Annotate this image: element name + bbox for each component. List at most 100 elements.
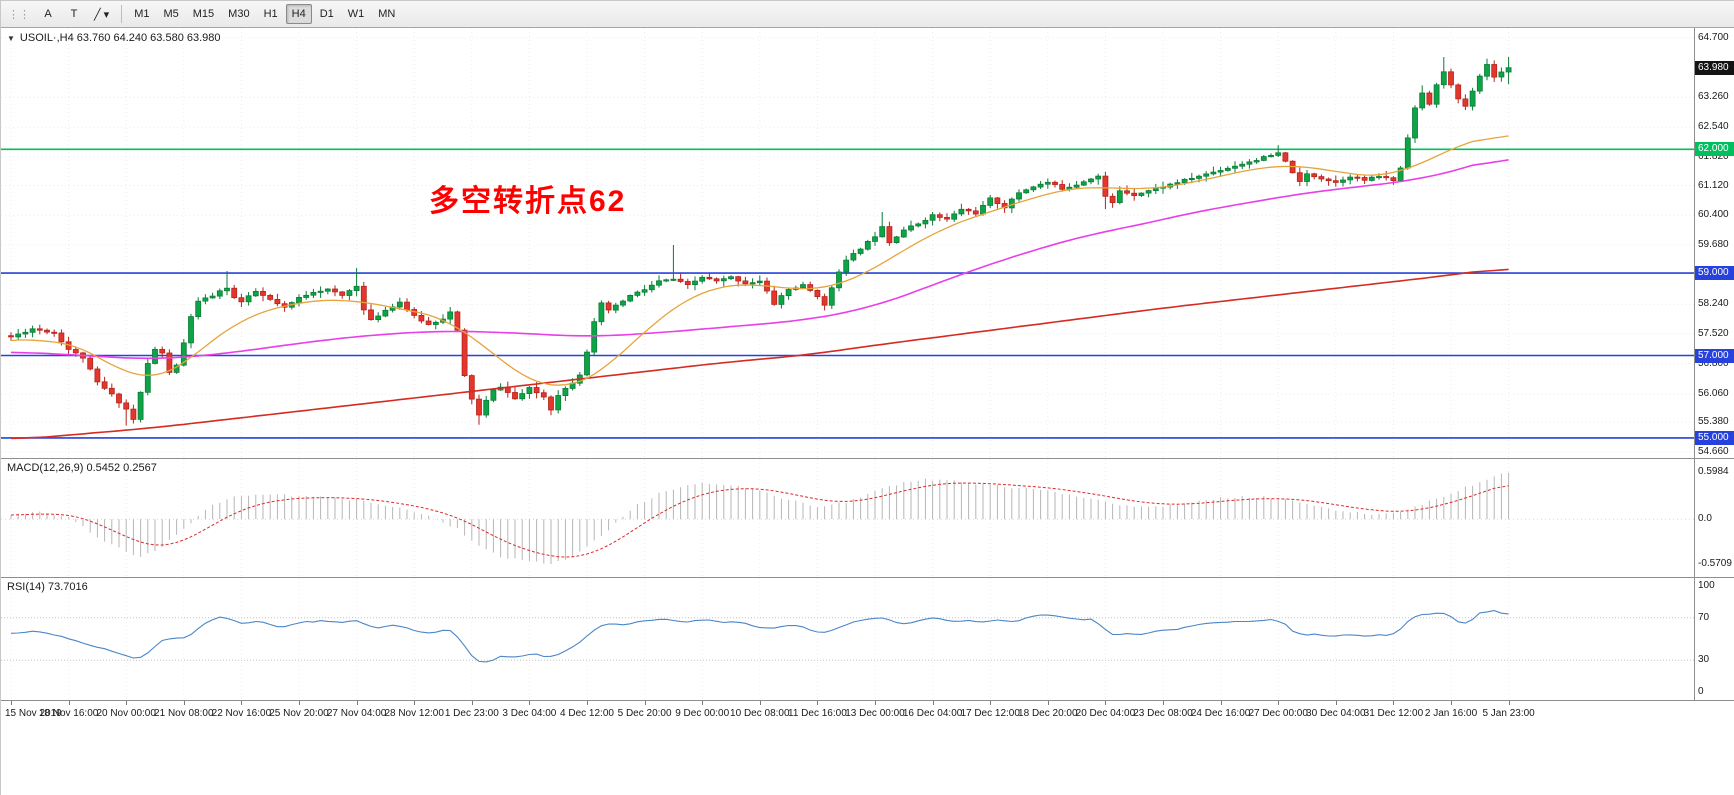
time-tick bbox=[990, 701, 992, 705]
time-label: 22 Nov 16:00 bbox=[211, 708, 272, 719]
macd-canvas[interactable] bbox=[1, 459, 1695, 577]
time-label: 18 Dec 20:00 bbox=[1018, 708, 1078, 719]
time-label: 4 Dec 12:00 bbox=[560, 708, 614, 719]
time-label: 20 Dec 04:00 bbox=[1075, 708, 1136, 719]
symbol-info: ▼ USOIL·,H4 63.760 64.240 63.580 63.980 bbox=[7, 32, 221, 44]
time-tick bbox=[1220, 701, 1222, 705]
timeframe-button-m5[interactable]: M5 bbox=[163, 8, 179, 20]
time-label: 18 Nov 16:00 bbox=[38, 708, 99, 719]
time-label: 11 Dec 16:00 bbox=[788, 708, 847, 719]
ma-mid-line bbox=[10, 159, 1509, 360]
price-label: 62.540 bbox=[1698, 121, 1729, 133]
symbol-ohlc-text: USOIL·,H4 63.760 64.240 63.580 63.980 bbox=[19, 32, 221, 44]
time-label: 20 Nov 00:00 bbox=[96, 708, 156, 719]
label-tool-button[interactable]: T bbox=[70, 8, 78, 20]
time-label: 9 Dec 00:00 bbox=[675, 708, 730, 719]
macd-label: MACD(12,26,9) 0.5452 0.2567 bbox=[7, 462, 157, 474]
time-tick bbox=[126, 701, 128, 705]
time-tick bbox=[1278, 701, 1280, 705]
macd-signal-line bbox=[10, 482, 1509, 558]
drag-handle-icon[interactable]: ⋮⋮ bbox=[8, 8, 30, 21]
time-tick bbox=[241, 701, 243, 705]
timeframe-button-m15[interactable]: M15 bbox=[192, 8, 215, 20]
price-label: 56.060 bbox=[1698, 388, 1729, 400]
ma-slow-line bbox=[10, 268, 1509, 440]
time-tick bbox=[414, 701, 416, 705]
price-label: 57.520 bbox=[1698, 328, 1729, 340]
time-label: 25 Nov 20:00 bbox=[269, 708, 329, 719]
time-label: 10 Dec 08:00 bbox=[730, 708, 790, 719]
time-tick bbox=[1451, 701, 1452, 705]
rsi-label: RSI(14) 73.7016 bbox=[7, 581, 88, 593]
time-label: 1 Dec 23:00 bbox=[444, 708, 499, 719]
time-tick bbox=[932, 701, 934, 705]
price-label: 59.680 bbox=[1698, 239, 1729, 250]
candles-layer bbox=[8, 57, 1512, 426]
time-label: 17 Dec 12:00 bbox=[960, 708, 1020, 719]
time-tick bbox=[644, 701, 646, 705]
timeframes-group: M1 M5 M15 M30 H1 H4 D1 W1 MN bbox=[128, 4, 401, 24]
time-label: 3 Dec 04:00 bbox=[502, 708, 557, 719]
timeframe-button-h4[interactable]: H4 bbox=[285, 4, 312, 24]
time-label: 13 Dec 00:00 bbox=[845, 708, 905, 719]
macd-histogram bbox=[10, 472, 1510, 564]
main-chart-canvas[interactable] bbox=[1, 28, 1695, 458]
rsi-panel: RSI(14) 73.7016 100 70 30 0 bbox=[1, 578, 1734, 701]
macd-scale-label: 0.5984 bbox=[1698, 465, 1729, 477]
rsi-canvas[interactable] bbox=[1, 578, 1695, 700]
time-tick bbox=[183, 701, 185, 705]
time-label: 5 Dec 20:00 bbox=[617, 708, 672, 719]
ohlc-toggle-icon[interactable]: ▼ bbox=[7, 33, 15, 43]
macd-scale-axis[interactable]: 0.5984 0.0 -0.5709 bbox=[1694, 459, 1734, 577]
price-label: 61.120 bbox=[1698, 179, 1729, 191]
timeframe-button-w1[interactable]: W1 bbox=[347, 8, 365, 20]
time-axis[interactable]: 15 Nov 2019 18 Nov 16:00 20 Nov 00:00 21 No… bbox=[1, 701, 1734, 723]
time-tick bbox=[1508, 701, 1510, 705]
rsi-line bbox=[10, 610, 1509, 663]
timeframe-button-mn[interactable]: MN bbox=[378, 8, 396, 20]
time-tick bbox=[702, 701, 704, 705]
time-tick bbox=[875, 701, 876, 705]
price-tag-62.000: 62.000 bbox=[1695, 142, 1734, 157]
shapes-dropdown-button[interactable]: ╱ ▾ bbox=[94, 8, 110, 21]
time-tick bbox=[68, 701, 70, 705]
time-tick bbox=[1047, 701, 1049, 705]
time-tick bbox=[759, 701, 761, 705]
time-tick bbox=[11, 701, 12, 705]
price-tag-57.000: 57.000 bbox=[1695, 348, 1734, 363]
time-label: 15 Nov 2019 bbox=[5, 708, 62, 719]
rsi-scale-label: 0 bbox=[1698, 686, 1704, 697]
main-price-axis[interactable]: 64.70063.26062.54061.82061.12060.40059.6… bbox=[1694, 28, 1734, 458]
rsi-scale-label: 70 bbox=[1698, 611, 1710, 623]
time-tick bbox=[1393, 701, 1395, 705]
macd-scale-label: -0.5709 bbox=[1698, 558, 1732, 570]
price-label: 64.700 bbox=[1698, 32, 1729, 43]
time-label: 30 Dec 04:00 bbox=[1306, 708, 1366, 719]
time-tick bbox=[471, 701, 473, 705]
ma-fast-line bbox=[10, 135, 1509, 386]
time-label: 2 Jan 16:00 bbox=[1424, 708, 1478, 719]
time-label: 21 Nov 08:00 bbox=[154, 708, 214, 719]
timeframe-button-m1[interactable]: M1 bbox=[134, 8, 150, 20]
time-label: 16 Dec 04:00 bbox=[902, 708, 963, 719]
time-label: 27 Nov 04:00 bbox=[326, 708, 387, 719]
timeframe-button-d1[interactable]: D1 bbox=[319, 8, 334, 20]
price-tag-59.000: 59.000 bbox=[1695, 266, 1734, 281]
time-tick bbox=[1335, 701, 1337, 705]
time-tick bbox=[299, 701, 300, 705]
rsi-scale-axis[interactable]: 100 70 30 0 bbox=[1694, 578, 1734, 700]
time-label: 27 Dec 00:00 bbox=[1248, 708, 1308, 719]
text-tool-button[interactable]: A bbox=[44, 8, 52, 20]
time-label: 24 Dec 16:00 bbox=[1190, 708, 1251, 719]
price-label: 58.240 bbox=[1698, 298, 1729, 310]
bottom-filler bbox=[1, 723, 1734, 795]
price-label: 60.400 bbox=[1698, 209, 1729, 221]
price-tag-63.980: 63.980 bbox=[1695, 60, 1734, 75]
chart-text-annotation: 多空转折点62 bbox=[429, 185, 627, 218]
timeframe-button-h1[interactable]: H1 bbox=[263, 8, 278, 20]
drawing-tools-group: A T ╱ ▾ bbox=[36, 4, 115, 24]
timeframe-button-m30[interactable]: M30 bbox=[228, 8, 250, 20]
time-tick bbox=[817, 701, 819, 705]
time-label: 31 Dec 12:00 bbox=[1363, 708, 1424, 719]
